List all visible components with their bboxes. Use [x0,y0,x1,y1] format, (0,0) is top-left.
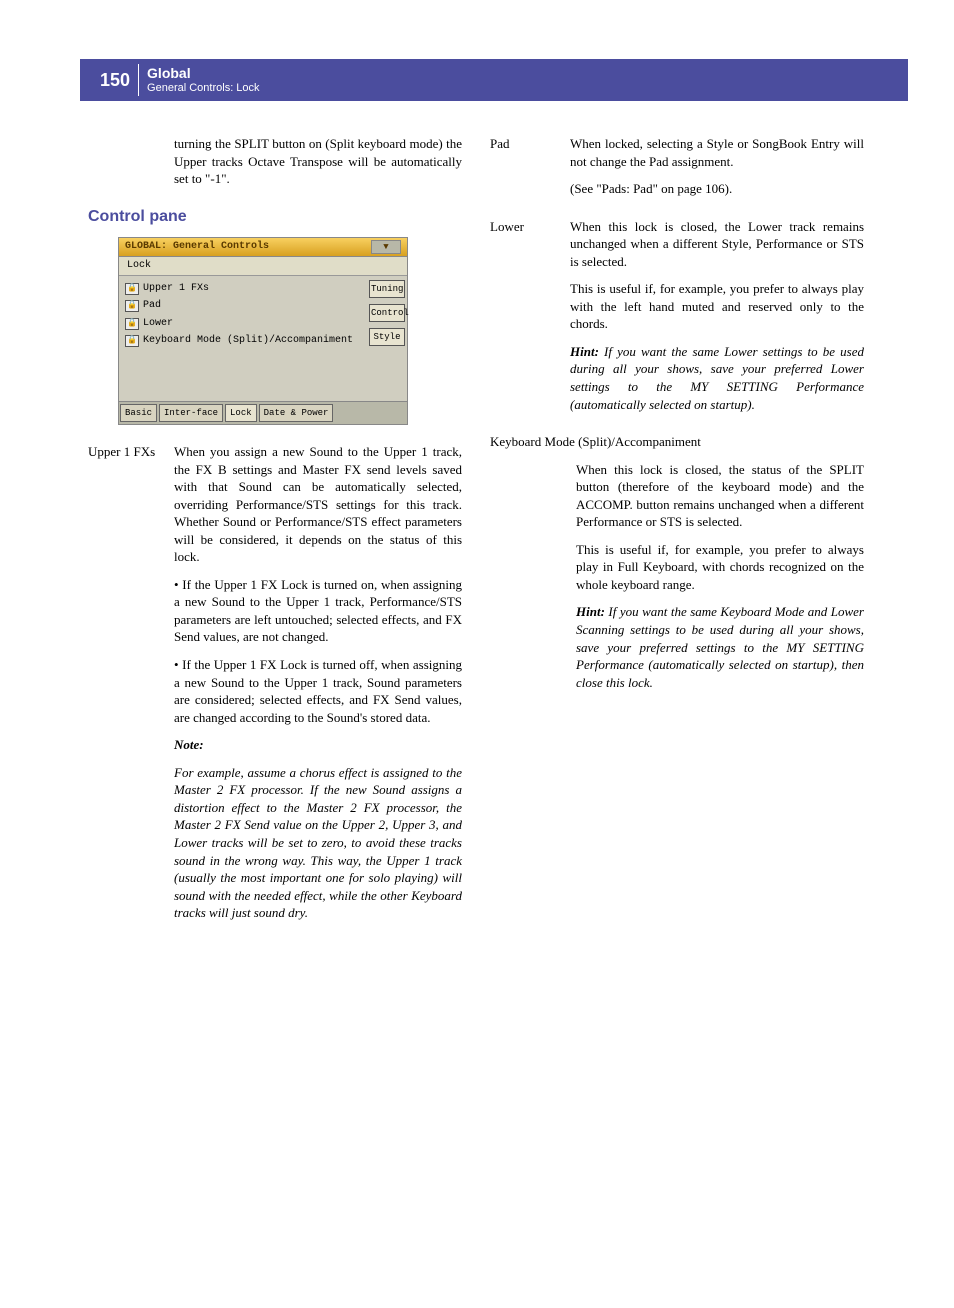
header-divider [138,64,139,96]
paragraph: When this lock is closed, the Lower trac… [570,218,864,271]
paragraph: This is useful if, for example, you pref… [576,541,864,594]
lock-icon: 🔒 [125,318,139,330]
dropdown-icon: ▼ [371,240,401,254]
def-term-kbmode: Keyboard Mode (Split)/Accompaniment [490,433,864,451]
def-body: When this lock is closed, the Lower trac… [570,218,864,423]
right-column: Pad When locked, selecting a Style or So… [490,135,864,942]
bottom-tab: Inter-face [159,404,223,422]
lock-item-label: Lower [143,317,173,331]
side-button: Control [369,304,405,322]
bottom-tab: Basic [120,404,157,422]
paragraph: This is useful if, for example, you pref… [570,280,864,333]
def-body: When you assign a new Sound to the Upper… [174,443,462,932]
hint-lead: Hint: [570,344,599,359]
side-button: Style [369,328,405,346]
lock-item-label: Keyboard Mode (Split)/Accompaniment [143,334,353,348]
side-button: Tuning [369,280,405,298]
bullet-paragraph: • If the Upper 1 FX Lock is turned on, w… [174,576,462,646]
bottom-tab: Lock [225,404,257,422]
screenshot-titlebar: GLOBAL: General Controls ▼ [119,238,407,257]
def-body: When locked, selecting a Style or SongBo… [570,135,864,208]
screenshot-tab-label: Lock [119,257,407,276]
header-title: Global [147,66,260,81]
side-buttons: Tuning Control Style [367,276,407,401]
header-titles: Global General Controls: Lock [147,66,260,93]
lock-icon: 🔒 [125,283,139,295]
left-column: turning the SPLIT button on (Split keybo… [88,135,462,942]
hint-paragraph: Hint: If you want the same Lower setting… [570,343,864,413]
lock-item-label: Upper 1 FXs [143,282,209,296]
note-paragraph: Note: [174,736,462,754]
hint-text: If you want the same Keyboard Mode and L… [576,604,864,689]
ui-screenshot: GLOBAL: General Controls ▼ Lock 🔒 Upper 1… [118,237,408,425]
lock-item-label: Pad [143,299,161,313]
screenshot-title-text: GLOBAL: General Controls [125,240,269,254]
screenshot-body: 🔒 Upper 1 FXs 🔒 Pad 🔒 Lower 🔒 Keyboard Mode … [119,276,407,401]
paragraph: When locked, selecting a Style or SongBo… [570,135,864,170]
definition-upper1: Upper 1 FXs When you assign a new Sound … [88,443,462,932]
paragraph: When you assign a new Sound to the Upper… [174,443,462,566]
paragraph: (See "Pads: Pad" on page 106). [570,180,864,198]
lock-list: 🔒 Upper 1 FXs 🔒 Pad 🔒 Lower 🔒 Keyboard Mode … [119,276,367,401]
lock-item: 🔒 Lower [125,315,361,333]
intro-paragraph: turning the SPLIT button on (Split keybo… [174,135,462,188]
lock-item: 🔒 Keyboard Mode (Split)/Accompaniment [125,332,361,350]
lock-icon: 🔒 [125,335,139,347]
page-header: 150 Global General Controls: Lock [80,59,908,101]
header-subtitle: General Controls: Lock [147,82,260,94]
hint-paragraph: Hint: If you want the same Keyboard Mode… [576,603,864,691]
bullet-paragraph: • If the Upper 1 FX Lock is turned off, … [174,656,462,726]
definition-pad: Pad When locked, selecting a Style or So… [490,135,864,208]
bottom-tabs: Basic Inter-face Lock Date & Power [119,401,407,424]
example-paragraph: For example, assume a chorus effect is a… [174,764,462,922]
hint-lead: Hint: [576,604,605,619]
lock-item: 🔒 Upper 1 FXs [125,280,361,298]
lock-icon: 🔒 [125,300,139,312]
section-heading: Control pane [88,206,462,228]
def-term: Upper 1 FXs [88,443,174,932]
note-lead: Note: [174,737,204,752]
bottom-tab: Date & Power [259,404,334,422]
paragraph: When this lock is closed, the status of … [576,461,864,531]
content-area: turning the SPLIT button on (Split keybo… [88,135,864,942]
def-term: Pad [490,135,570,208]
hint-text: If you want the same Lower settings to b… [570,344,864,412]
definition-lower: Lower When this lock is closed, the Lowe… [490,218,864,423]
lock-item: 🔒 Pad [125,297,361,315]
page-number: 150 [80,70,130,91]
def-term: Lower [490,218,570,423]
